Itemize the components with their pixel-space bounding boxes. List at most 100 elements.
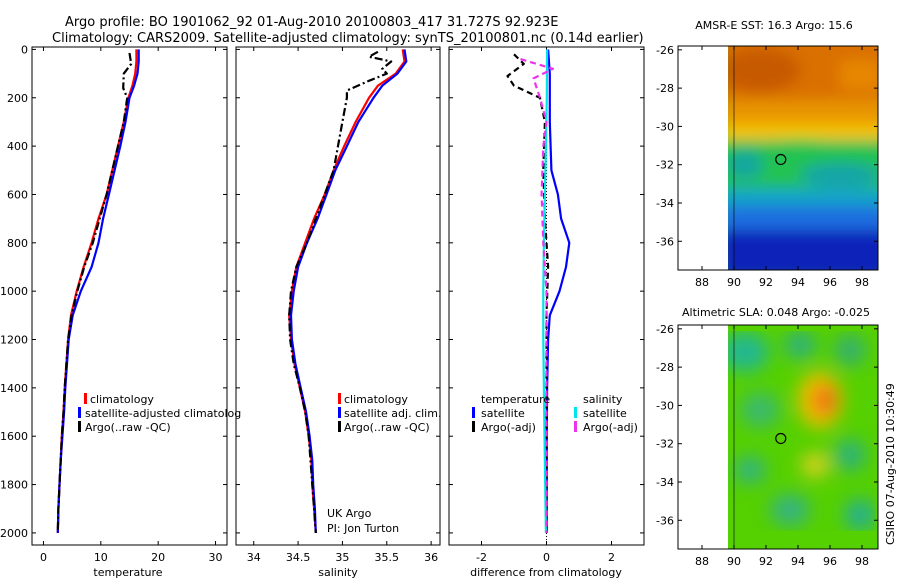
map-y-tick-label: -26	[656, 323, 674, 336]
salinity-plot: 34 34.5 35 35.5 36	[236, 47, 440, 564]
argo-float-marker	[775, 432, 787, 445]
salinity-panel-frame	[235, 46, 441, 546]
y-tick-label: 2000	[0, 527, 28, 540]
series-line-satellite	[289, 49, 408, 533]
legend-swatch-argo	[338, 421, 341, 432]
map-y-tick-label: -26	[656, 44, 674, 57]
series-line-satellite	[56, 49, 140, 533]
map-x-tick-label: 96	[823, 555, 837, 568]
map-y-tick-label: -30	[656, 399, 674, 412]
temperature-panel-frame	[31, 46, 228, 546]
map-y-tick-label: -28	[656, 361, 674, 374]
temperature-axis-label: temperature	[93, 566, 162, 579]
x-tick-label: 34	[247, 551, 261, 564]
map-x-tick-label: 90	[727, 276, 741, 289]
map-y-tick-label: -36	[656, 514, 674, 527]
map-x-tick-label: 88	[695, 276, 709, 289]
temperature-legend: climatology satellite-adjusted climatolo…	[78, 393, 241, 434]
legend-label-sal-satellite: satellite	[583, 407, 627, 420]
difference-legend: temperature satellite Argo(-adj) salinit…	[472, 393, 638, 434]
map-x-tick-label: 94	[791, 555, 805, 568]
series-line-salinity-argo-adj-	[520, 58, 555, 533]
legend-label-argo: Argo(..raw -QC)	[85, 421, 171, 434]
y-tick-label: 0	[21, 43, 28, 56]
salinity-axis-label: salinity	[318, 566, 358, 579]
series-line-temperature-satellite	[545, 49, 571, 533]
map-x-tick-label: 98	[855, 276, 869, 289]
map-x-tick-label: 92	[759, 276, 773, 289]
series-line-argo	[56, 52, 133, 533]
y-tick-label: 800	[7, 237, 28, 250]
temperature-plot: 0 10 20 30 0 200 400 600 800 1000 1200 1400 1600 1800…	[0, 43, 227, 564]
map-x-tick-label: 90	[727, 555, 741, 568]
legend-swatch-sal-satellite	[574, 407, 577, 418]
difference-plot: -2 0 2	[449, 47, 644, 564]
x-tick-label: 2	[608, 551, 615, 564]
map-x-tick-label: 88	[695, 555, 709, 568]
map-x-tick-label: 98	[855, 555, 869, 568]
sla-map-axes: 88 90 92 94 96 98 -26 -28 -30 -32 -34 -36	[656, 323, 878, 568]
legend-label-sal-argo: Argo(-adj)	[583, 421, 638, 434]
sla-map-title: Altimetric SLA: 0.048 Argo: -0.025	[682, 306, 870, 319]
legend-label-temp-satellite: satellite	[481, 407, 525, 420]
argo-float-marker	[775, 153, 787, 166]
map-x-tick-label: 96	[823, 276, 837, 289]
map-x-tick-label: 94	[791, 276, 805, 289]
salinity-legend: climatology satellite adj. clim. Argo(..…	[338, 393, 441, 434]
legend-label-climatology: climatology	[90, 393, 154, 406]
y-tick-label: 1800	[0, 479, 28, 492]
y-tick-label: 400	[7, 140, 28, 153]
legend-swatch-climatology	[338, 393, 341, 404]
x-tick-label: -2	[476, 551, 487, 564]
legend-label-temp-argo: Argo(-adj)	[481, 421, 536, 434]
legend-swatch-sal-argo	[574, 421, 577, 432]
map-y-tick-label: -34	[656, 476, 674, 489]
x-tick-label: 0	[40, 551, 47, 564]
x-tick-label: 0	[543, 551, 550, 564]
x-tick-label: 35	[335, 551, 349, 564]
figure-title-line1: Argo profile: BO 1901062_92 01-Aug-2010 …	[65, 15, 558, 30]
sst-heatmap	[728, 46, 878, 270]
map-y-tick-label: -28	[656, 82, 674, 95]
credit-line2: PI: Jon Turton	[327, 522, 399, 535]
figure-title-line2: Climatology: CARS2009. Satellite-adjuste…	[52, 31, 644, 46]
y-tick-label: 1000	[0, 285, 28, 298]
difference-axis-label: difference from climatology	[470, 566, 622, 579]
x-tick-label: 10	[94, 551, 108, 564]
series-line-temperature-argo-adj-	[506, 53, 550, 533]
legend-swatch-climatology	[84, 393, 87, 404]
map-y-tick-label: -36	[656, 235, 674, 248]
legend-swatch-temp-satellite	[472, 407, 475, 418]
legend-swatch-temp-argo	[472, 421, 475, 432]
legend-title-salinity: salinity	[583, 393, 623, 406]
credit-line1: UK Argo	[327, 507, 372, 520]
legend-label-argo: Argo(..raw -QC)	[344, 421, 430, 434]
legend-swatch-satellite	[338, 407, 341, 418]
y-tick-label: 1200	[0, 334, 28, 347]
sla-map-frame	[677, 324, 879, 550]
sst-map-frame	[677, 45, 879, 271]
x-tick-label: 35.5	[375, 551, 400, 564]
sst-map-title: AMSR-E SST: 16.3 Argo: 15.6	[695, 19, 853, 32]
x-tick-label: 20	[151, 551, 165, 564]
series-line-argo	[288, 50, 393, 533]
map-y-tick-label: -34	[656, 197, 674, 210]
x-tick-label: 34.5	[286, 551, 311, 564]
map-y-tick-label: -32	[656, 159, 674, 172]
y-tick-label: 1400	[0, 382, 28, 395]
legend-label-satellite: satellite adj. clim.	[344, 407, 441, 420]
y-tick-label: 200	[7, 92, 28, 105]
y-tick-label: 600	[7, 188, 28, 201]
sla-heatmap	[728, 325, 878, 549]
sst-map-axes: 88 90 92 94 96 98 -26 -28 -30 -32 -34 -36	[656, 44, 878, 289]
map-y-tick-label: -32	[656, 438, 674, 451]
csiro-timestamp: CSIRO 07-Aug-2010 10:30:49	[884, 383, 897, 545]
legend-swatch-argo	[78, 421, 81, 432]
legend-title-temperature: temperature	[481, 393, 550, 406]
legend-swatch-satellite	[78, 407, 81, 418]
y-tick-label: 1600	[0, 430, 28, 443]
legend-label-satellite: satellite-adjusted climatolog	[85, 407, 241, 420]
x-tick-label: 36	[424, 551, 438, 564]
series-line-climatology	[288, 49, 406, 533]
